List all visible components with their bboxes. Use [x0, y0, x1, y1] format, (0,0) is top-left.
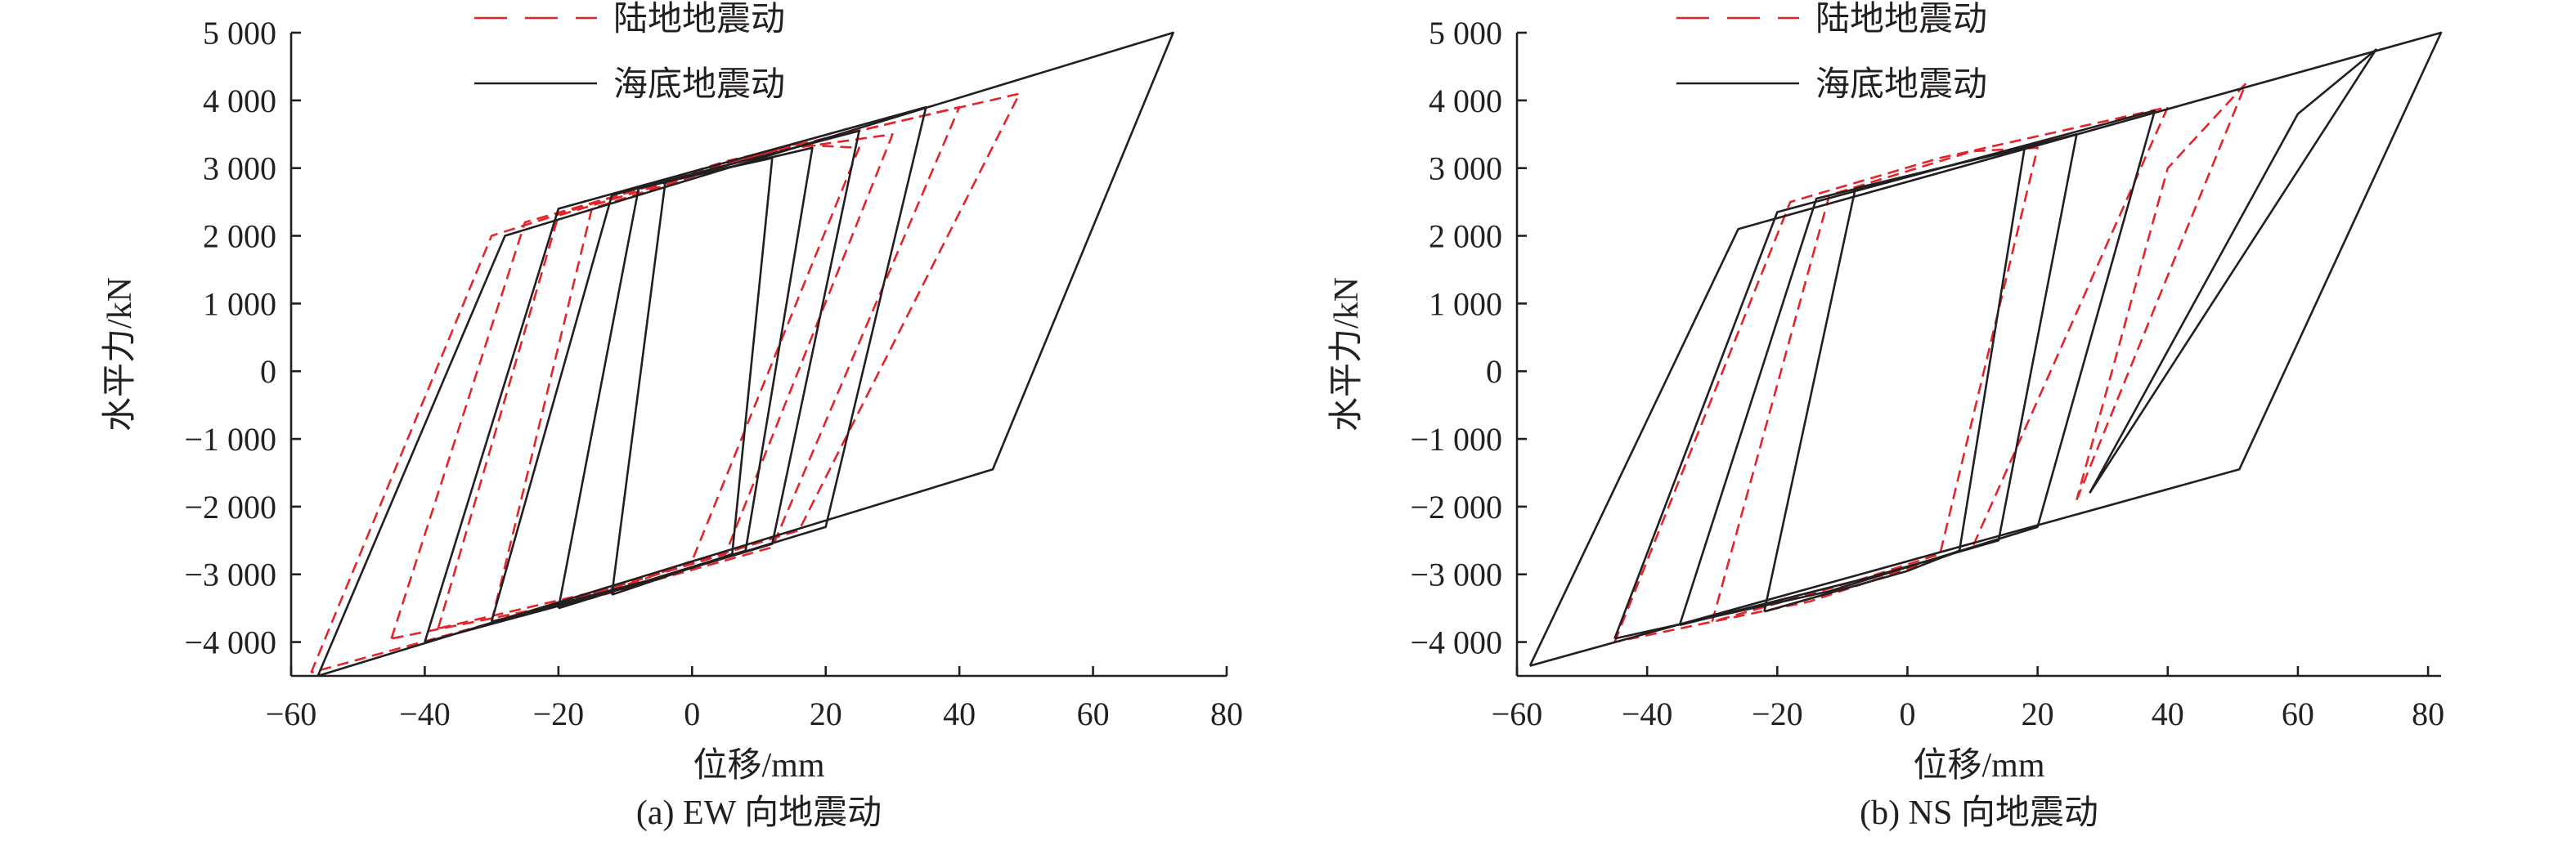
x-tick-label: 60: [1077, 696, 1110, 732]
series-seabed-motion: [316, 31, 1174, 678]
hysteresis-loop: [1613, 105, 2170, 643]
hysteresis-loop: [1711, 146, 2039, 623]
x-tick-label: −40: [399, 696, 451, 732]
y-tick-label: 2 000: [1429, 218, 1502, 255]
subplot-b: −4 000 −3 000 −2 000 −1 000 0 1 000 2 000 3 000…: [1328, 1, 2444, 832]
series-seabed-motion: [1528, 31, 2443, 667]
subplot-caption: (b) NS 向地震动: [1860, 794, 2098, 832]
y-tick-label: 2 000: [203, 218, 276, 255]
series-land-motion: [1613, 82, 2247, 643]
y-axis-label: 水平力/kN: [101, 277, 139, 432]
y-axis-label: 水平力/kN: [1328, 277, 1366, 432]
x-tick-label: 40: [943, 696, 976, 732]
x-axis-label: 位移/mm: [1913, 746, 2044, 785]
x-tick-label: 60: [2282, 696, 2314, 732]
subplot-caption: (a) EW 向地震动: [636, 794, 882, 832]
legend-label: 海底地震动: [1815, 66, 1987, 104]
y-tick-label: −2 000: [184, 489, 276, 526]
x-tick-label: −20: [1752, 696, 1803, 732]
y-tick-label: −4 000: [184, 624, 276, 661]
y-tick-label: 5 000: [203, 15, 276, 51]
y-tick-label: −1 000: [184, 421, 276, 458]
legend-label: 陆地地震动: [613, 1, 785, 38]
y-tick-label: −4 000: [1410, 624, 1502, 661]
hysteresis-loop: [1763, 146, 2026, 613]
x-tick-label: −60: [1492, 696, 1543, 732]
y-tick-label: 0: [1486, 353, 1502, 390]
hysteresis-loop: [1678, 133, 2078, 627]
hysteresis-loop: [1528, 31, 2443, 667]
y-tick-label: 3 000: [203, 150, 276, 187]
hysteresis-loop: [1613, 110, 2156, 640]
y-tick-label: 5 000: [1429, 15, 1502, 51]
x-tick-label: −40: [1622, 696, 1673, 732]
x-tick-label: 80: [2412, 696, 2444, 732]
hysteresis-loop: [610, 157, 774, 596]
y-tick-label: −1 000: [1410, 421, 1502, 458]
y-tick-label: 1 000: [203, 285, 276, 322]
hysteresis-loop: [310, 92, 1021, 674]
hysteresis-loop: [390, 105, 961, 640]
hysteresis-loop: [2089, 48, 2377, 494]
x-axis-label: 位移/mm: [693, 746, 824, 785]
x-tick-label: 40: [2152, 696, 2184, 732]
y-tick-label: 4 000: [1429, 83, 1502, 119]
hysteresis-loop: [316, 31, 1174, 678]
y-tick-label: 3 000: [1429, 150, 1502, 187]
subplot-a: −4 000 −3 000 −2 000 −1 000 0 1 000 2 000 3 000…: [101, 1, 1243, 832]
x-tick-label: 20: [2022, 696, 2054, 732]
hysteresis-loop: [557, 146, 814, 610]
x-tick-label: 0: [684, 696, 700, 732]
hysteresis-loop: [424, 105, 927, 643]
x-tick-label: 20: [810, 696, 842, 732]
y-tick-label: 0: [260, 353, 276, 390]
y-tick-label: −3 000: [184, 557, 276, 593]
y-tick-label: 4 000: [203, 83, 276, 119]
x-tick-label: −20: [533, 696, 585, 732]
y-tick-label: −2 000: [1410, 489, 1502, 526]
legend-label: 海底地震动: [613, 66, 785, 104]
legend-label: 陆地地震动: [1815, 1, 1987, 38]
x-tick-label: 0: [1899, 696, 1915, 732]
y-tick-label: 1 000: [1429, 285, 1502, 322]
x-tick-label: −60: [266, 696, 317, 732]
hysteresis-loop: [2076, 82, 2247, 501]
hysteresis-loop: [437, 133, 894, 630]
x-tick-label: 80: [1210, 696, 1243, 732]
y-tick-label: −3 000: [1410, 557, 1502, 593]
